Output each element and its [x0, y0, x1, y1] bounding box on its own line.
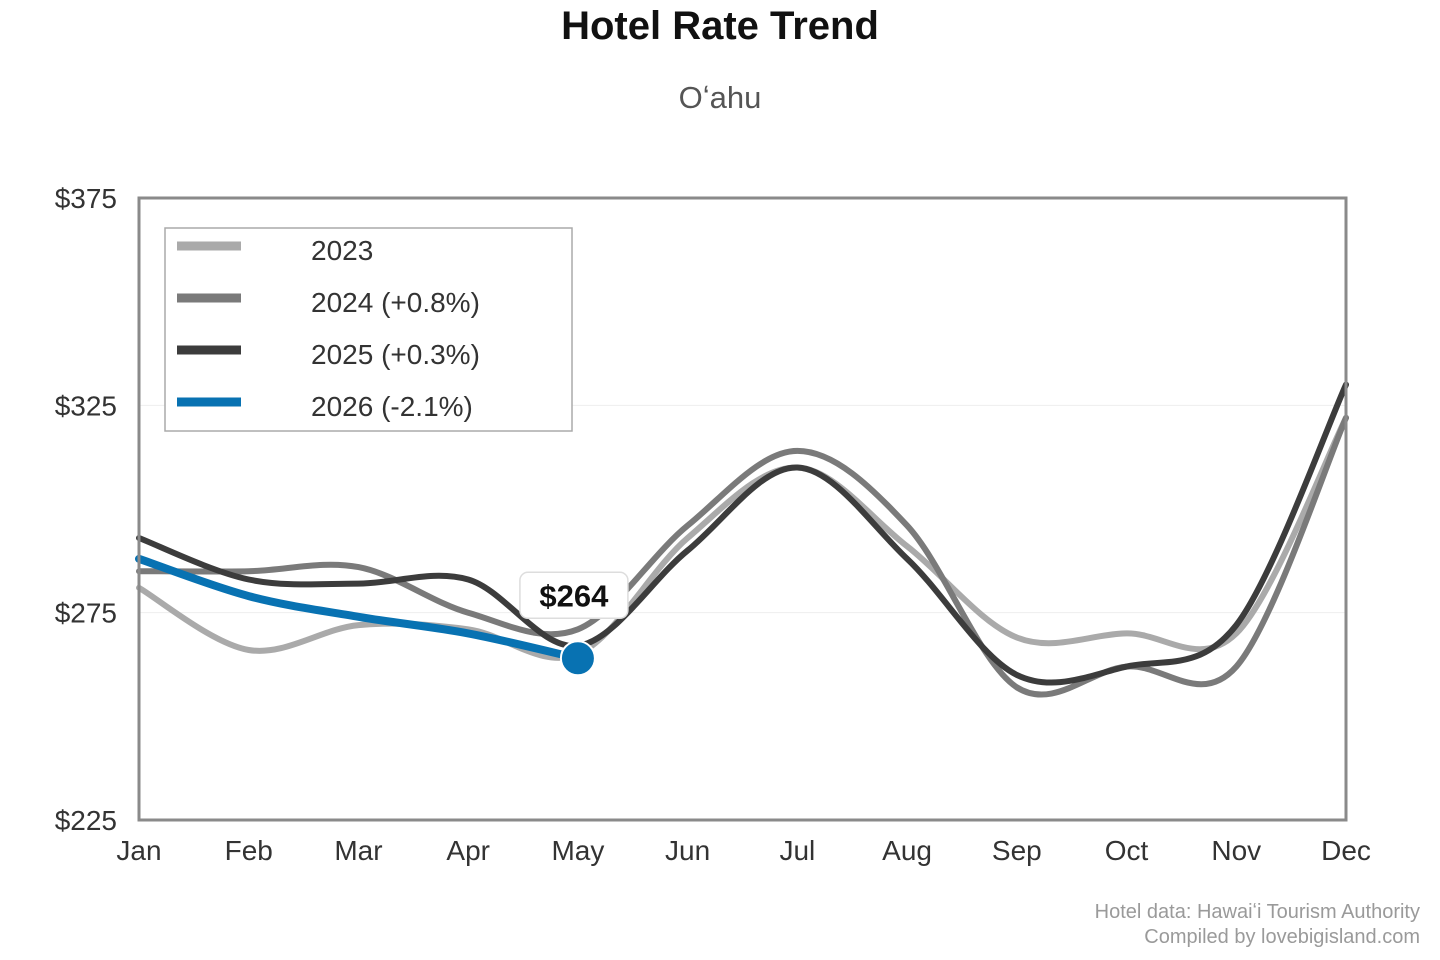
x-tick-label: Dec: [1321, 835, 1371, 866]
axes: $225 $275 $325 $375 Jan Feb Mar Apr May Jun Jul Aug…: [55, 183, 1371, 866]
legend-label: 2025 (+0.3%): [311, 339, 480, 370]
legend-box: [164, 227, 573, 432]
x-tick-label: Apr: [446, 835, 490, 866]
x-tick-label: Jul: [779, 835, 815, 866]
chart-title: Hotel Rate Trend: [561, 4, 879, 48]
x-tick-label: Jan: [116, 835, 161, 866]
x-tick-label: May: [551, 835, 604, 866]
y-tick-label: $325: [55, 390, 117, 421]
credits-source: Hotel data: Hawaiʻi Tourism Authority: [1094, 901, 1420, 923]
series-line-2026: [135, 554, 582, 663]
series-lines: [135, 381, 1349, 698]
chart-subtitle: Oʻahu: [678, 80, 762, 115]
x-tick-label: Sep: [992, 835, 1042, 866]
annotation-marker: [559, 640, 596, 677]
y-tick-label: $275: [55, 598, 117, 629]
legend-label: 2023: [311, 235, 373, 266]
x-tick-label: Mar: [334, 835, 382, 866]
plot-frame: [137, 196, 1348, 822]
x-tick-label: Nov: [1211, 835, 1261, 866]
series-line-2023: [136, 414, 1349, 661]
annotation-label-box: [519, 571, 629, 620]
x-tick-label: Jun: [665, 835, 710, 866]
x-tick-label: Aug: [882, 835, 932, 866]
legend: 2023 2024 (+0.8%) 2025 (+0.3%) 2026 (-2.1%): [164, 227, 573, 432]
legend-label: 2026 (-2.1%): [311, 391, 473, 422]
annotation-label: $264: [539, 578, 609, 613]
x-tick-label: Oct: [1105, 835, 1149, 866]
credits: Hotel data: Hawaiʻi Tourism Authority Co…: [1095, 900, 1420, 950]
plot-border: [137, 196, 1348, 822]
x-tick-label: Feb: [225, 835, 273, 866]
annotation: $264: [519, 571, 629, 677]
legend-label: 2024 (+0.8%): [311, 287, 480, 318]
series-line-2024: [136, 414, 1349, 698]
credits-compiler: Compiled by lovebigisland.com: [1144, 926, 1420, 948]
y-tick-label: $375: [55, 183, 117, 214]
y-tick-label: $225: [55, 805, 117, 836]
series-line-2025: [136, 381, 1349, 686]
